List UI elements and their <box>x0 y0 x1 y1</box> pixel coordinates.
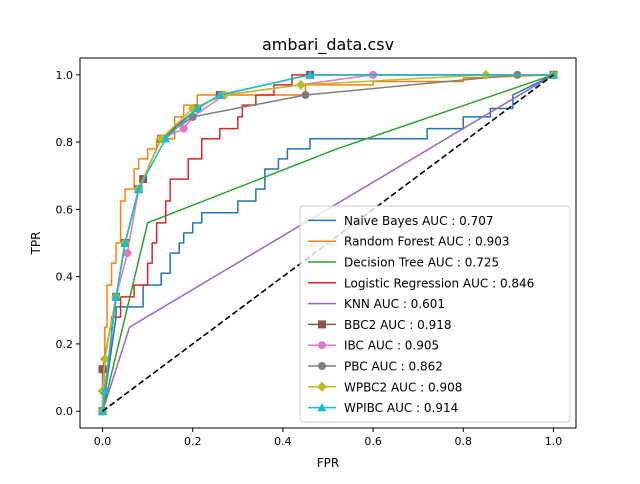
legend-label: BBC2 AUC : 0.918 <box>344 318 451 332</box>
series-line <box>101 74 554 412</box>
y-tick-label: 0.2 <box>56 338 74 351</box>
legend-label: WPIBC AUC : 0.914 <box>344 401 458 415</box>
legend-label: IBC AUC : 0.905 <box>344 339 439 353</box>
x-tick-label: 0.4 <box>274 435 292 448</box>
x-axis-label: FPR <box>317 456 339 470</box>
series-0 <box>101 74 554 412</box>
legend-item: Naive Bayes AUC : 0.707 <box>308 214 494 228</box>
legend-label: Random Forest AUC : 0.903 <box>344 235 510 249</box>
legend-label: WPBC2 AUC : 0.908 <box>344 380 462 394</box>
series-line <box>101 74 554 412</box>
legend-item: Logistic Regression AUC : 0.846 <box>308 276 534 290</box>
axes-frame <box>79 57 577 429</box>
legend-item: PBC AUC : 0.862 <box>308 360 443 374</box>
legend-item: Random Forest AUC : 0.903 <box>308 235 510 249</box>
legend-item: KNN AUC : 0.601 <box>308 297 445 311</box>
data-point <box>215 90 225 99</box>
legend-label: Decision Tree AUC : 0.725 <box>344 256 499 270</box>
series-line <box>101 74 554 412</box>
series-line <box>101 74 554 412</box>
data-point <box>98 365 107 374</box>
data-point <box>179 124 188 133</box>
legend-marker <box>318 362 326 370</box>
legend-item: Decision Tree AUC : 0.725 <box>308 256 499 270</box>
plot-area <box>97 69 559 417</box>
data-point <box>295 79 306 90</box>
x-tick-label: 0.0 <box>94 435 112 448</box>
legend-marker <box>318 320 326 329</box>
y-tick-label: 0.4 <box>56 271 74 284</box>
legend-marker <box>317 381 327 392</box>
x-tick-label: 0.2 <box>184 435 202 448</box>
y-tick-label: 0.8 <box>56 136 74 149</box>
series-line <box>101 74 554 412</box>
data-point <box>100 386 110 395</box>
legend-label: KNN AUC : 0.601 <box>344 297 445 311</box>
y-tick-label: 0.0 <box>56 405 74 418</box>
data-point <box>301 91 310 99</box>
x-tick-label: 1.0 <box>545 435 563 448</box>
legend-item: IBC AUC : 0.905 <box>308 339 439 353</box>
data-point <box>123 249 132 258</box>
data-point <box>134 184 144 193</box>
legend-label: PBC AUC : 0.862 <box>344 360 443 374</box>
chart-title: ambari_data.csv <box>262 35 394 55</box>
data-point <box>192 103 202 113</box>
legend-item: WPIBC AUC : 0.914 <box>308 401 458 415</box>
series-line <box>101 74 554 412</box>
series-2 <box>101 74 554 412</box>
axis-ticks: 0.0 0.2 0.4 0.6 0.8 1.0 0.0 0.2 0.4 0.6 0.8 1.0 <box>56 69 563 448</box>
y-axis-label: TPR <box>29 232 43 256</box>
legend-marker <box>317 403 327 412</box>
series-1 <box>101 74 554 412</box>
legend-item: WPBC2 AUC : 0.908 <box>308 380 462 394</box>
x-tick-label: 0.8 <box>455 435 473 448</box>
series-line <box>101 74 554 412</box>
series-9 <box>97 70 559 415</box>
legend: Naive Bayes AUC : 0.707 Random Forest AUC… <box>299 205 571 423</box>
series-4 <box>101 74 554 412</box>
data-point <box>188 112 197 121</box>
y-tick-label: 1.0 <box>56 69 74 82</box>
y-tick-label: 0.6 <box>56 203 74 216</box>
legend-label: Logistic Regression AUC : 0.846 <box>344 276 534 290</box>
data-point <box>111 292 121 301</box>
data-point <box>305 70 315 79</box>
data-point <box>99 354 110 365</box>
x-tick-label: 0.6 <box>364 435 382 448</box>
legend-marker <box>318 341 326 350</box>
data-point <box>161 134 171 143</box>
series-3 <box>101 74 554 412</box>
legend-box <box>299 205 571 423</box>
data-point <box>120 238 130 247</box>
legend-item: BBC2 AUC : 0.918 <box>308 318 451 332</box>
legend-label: Naive Bayes AUC : 0.707 <box>344 214 494 228</box>
